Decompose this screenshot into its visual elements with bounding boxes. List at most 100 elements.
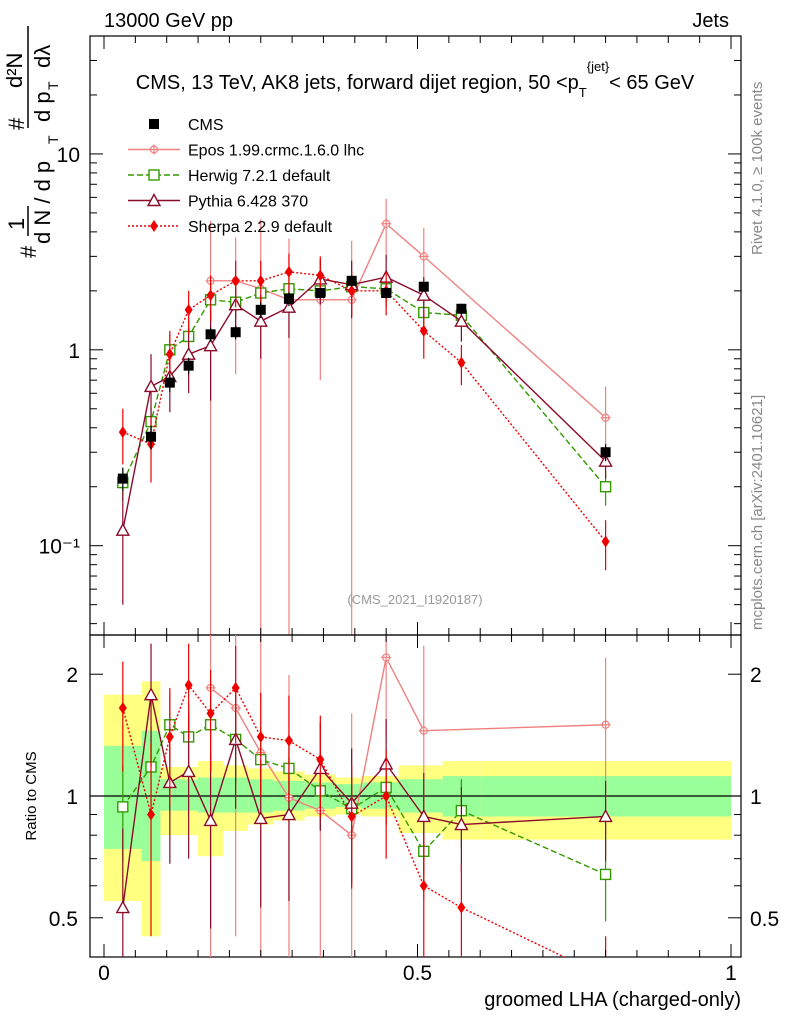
main-series-group [115,198,613,635]
data-point [454,817,469,831]
data-point [181,346,196,360]
ylabel-T-1: T [45,135,61,144]
x-tick-label: 0.5 [403,962,432,985]
data-point [599,868,612,881]
data-point [183,360,194,371]
series-0 [117,275,611,492]
series-line [122,723,606,876]
watermark: (CMS_2021_I1920187) [347,592,482,607]
data-point [416,809,431,823]
series-3 [118,643,607,957]
legend-marker-cross [149,144,159,155]
legend-marker [150,220,158,232]
title-part-1: CMS, 13 TeV, AK8 jets, forward dijet reg… [136,72,579,94]
data-point [164,377,175,388]
data-point [316,753,325,766]
data-point [346,275,357,286]
data-point [231,681,240,694]
data-point [283,293,294,304]
series-3 [115,254,613,605]
ratio-ylabel: Ratio to CMS [23,751,40,840]
chart-title: CMS, 13 TeV, AK8 jets, forward dijet reg… [136,59,695,100]
data-point [598,809,613,823]
ylabel-dN: d N / d p [30,161,55,244]
data-point [203,338,218,352]
y-tick-label: 1 [68,340,80,363]
data-point [284,734,293,747]
x-tick-label: 1 [725,962,737,985]
data-point [115,522,130,536]
ratio-series-group [90,635,741,957]
ratio-y-tick-label: 2 [66,664,78,687]
data-point [181,763,196,778]
data-point [253,313,268,327]
legend-label: Epos 1.99.crmc.1.6.0 lhc [188,143,364,160]
ylabel-hash-2: # [4,117,29,130]
series-line [122,271,607,542]
ylabel-d2N: d²N [2,53,27,88]
data-point [456,303,467,314]
data-point [347,810,356,823]
title-sup-jet: {jet} [587,59,610,74]
legend-entry: CMS [149,117,224,134]
data-point [117,473,128,484]
ratio-y-tick-label-right: 0.5 [750,908,779,931]
data-point-cross [600,719,611,730]
y-tick-label: 10 [57,144,80,167]
series-1 [205,198,611,635]
ratio-y-tick-label: 0.5 [49,908,78,931]
ratio-y-tick-label-right: 1 [750,786,762,809]
mcplots-label: mcplots.cern.ch [arXiv:2401.10621] [749,395,766,630]
data-point [231,274,240,287]
legend-entry: Epos 1.99.crmc.1.6.0 lhc [128,143,364,160]
data-point [165,348,174,361]
y-tick-label: 10⁻¹ [39,536,80,559]
data-point [256,274,265,287]
data-point-cross [381,218,392,229]
data-point [230,327,241,338]
legend-label: CMS [188,117,224,134]
data-point-cross [418,725,429,736]
data-point [315,287,326,298]
legend-entry: Herwig 7.2.1 default [128,168,331,185]
ratio-plot-layer: 2 2 1 1 0.5 0.5 0 0.5 1 [49,635,779,985]
data-point [599,481,612,493]
data-point [457,901,466,914]
data-point [115,900,130,914]
data-point [381,287,392,298]
legend-entry: Sherpa 2.2.9 default [128,219,333,236]
data-point [419,879,428,892]
data-point [118,426,127,439]
data-point [165,730,174,743]
legend-marker [146,193,162,207]
ratio-y-tick-label: 1 [66,786,78,809]
data-point [117,801,129,813]
series-line [122,276,607,531]
ratio-y-tick-label-right: 2 [750,664,762,687]
legend-label: Sherpa 2.2.9 default [188,219,333,236]
data-point [255,304,266,315]
series-4 [118,253,610,571]
ylabel-hash-1: # [16,245,41,258]
category-label: Jets [692,10,729,32]
data-point [146,431,157,442]
x-tick-label: 0 [98,962,110,985]
ylabel-dp: d p [30,91,55,122]
data-point [419,324,428,337]
legend-marker [148,169,160,181]
data-point [184,679,193,692]
data-point [256,730,265,743]
data-point [281,807,297,821]
series-line [210,222,607,419]
ylabel-dlambda: dλ [30,45,55,68]
data-point [184,303,193,316]
series-line [122,285,607,488]
ylabel-T-2: T [45,81,61,90]
data-point [253,810,268,825]
series-line [122,694,606,908]
data-point [316,269,325,282]
data-point [601,535,610,548]
data-point [206,289,215,302]
main-ylabel: # 1 d N / d p T # d²N d p T dλ [2,26,61,258]
